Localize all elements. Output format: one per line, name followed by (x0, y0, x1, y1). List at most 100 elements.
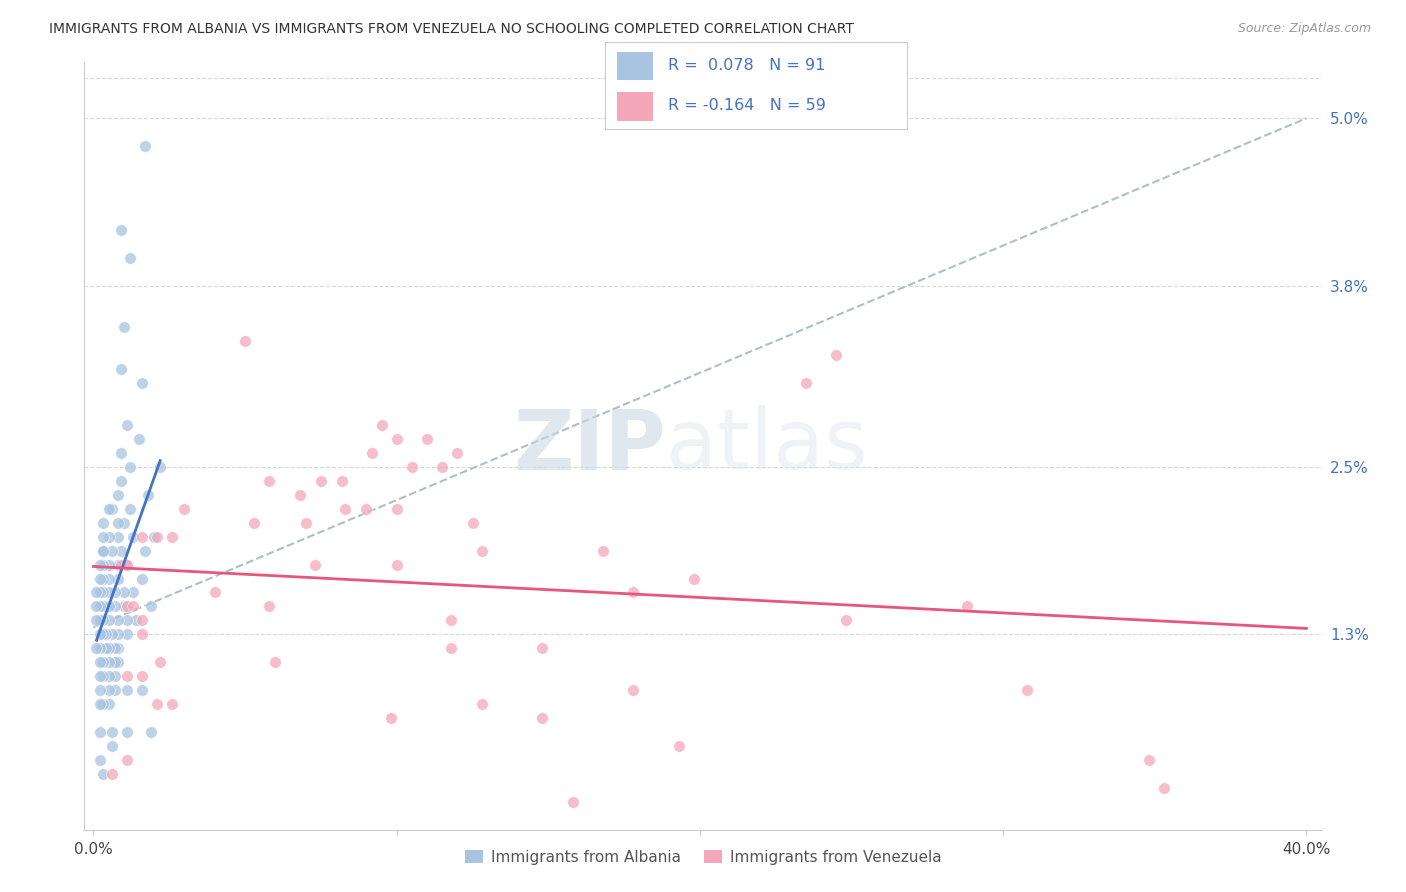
Point (110, 474, 132, 488)
Point (233, 334, 256, 349)
Point (668, 739, 690, 753)
Point (104, 655, 127, 669)
Point (173, 501, 195, 516)
Point (561, 795, 583, 809)
Point (100, 627, 122, 641)
Point (104, 683, 127, 698)
Point (97, 669, 120, 683)
Point (531, 711, 554, 725)
Point (86, 613, 108, 627)
Text: atlas: atlas (666, 406, 868, 486)
Point (122, 599, 145, 614)
Point (89, 558, 111, 572)
Point (89, 697, 111, 711)
Point (621, 585, 644, 599)
Point (115, 558, 138, 572)
Point (118, 501, 141, 516)
Point (112, 585, 135, 599)
Point (461, 516, 484, 530)
Point (86, 599, 108, 614)
Point (110, 543, 132, 558)
Point (115, 683, 138, 698)
Point (97, 655, 120, 669)
Point (131, 376, 153, 391)
Point (259, 474, 281, 488)
Point (125, 613, 148, 627)
Point (131, 627, 153, 641)
Point (956, 599, 979, 614)
Point (143, 530, 166, 544)
Point (834, 613, 856, 627)
Point (131, 613, 153, 627)
Point (91, 655, 114, 669)
Point (97, 641, 120, 656)
Point (97, 558, 120, 572)
Point (592, 543, 614, 558)
Point (136, 488, 159, 502)
Point (683, 572, 706, 586)
Point (134, 543, 156, 558)
Point (115, 613, 138, 627)
Point (531, 641, 554, 656)
Point (385, 558, 408, 572)
Point (288, 488, 311, 502)
Point (131, 572, 153, 586)
Point (794, 376, 817, 391)
Point (385, 501, 408, 516)
Point (309, 474, 332, 488)
Point (149, 459, 172, 474)
Point (91, 669, 114, 683)
Point (97, 585, 120, 599)
Point (110, 558, 132, 572)
Point (107, 655, 129, 669)
Point (91, 543, 114, 558)
Point (89, 599, 111, 614)
Point (89, 585, 111, 599)
Point (149, 655, 172, 669)
Point (94, 641, 117, 656)
FancyBboxPatch shape (617, 52, 652, 80)
Point (139, 725, 162, 739)
Point (112, 599, 135, 614)
Point (118, 251, 141, 265)
Point (97, 501, 120, 516)
Point (370, 418, 392, 433)
Point (107, 488, 129, 502)
Text: Source: ZipAtlas.com: Source: ZipAtlas.com (1237, 22, 1371, 36)
Point (91, 613, 114, 627)
Point (94, 627, 117, 641)
Text: R = -0.164   N = 59: R = -0.164 N = 59 (668, 98, 825, 112)
Point (97, 697, 120, 711)
Point (89, 572, 111, 586)
Point (100, 739, 122, 753)
Point (107, 572, 129, 586)
Point (107, 516, 129, 530)
Point (440, 613, 463, 627)
Point (134, 139, 156, 153)
Point (471, 543, 494, 558)
Point (446, 446, 468, 460)
Point (204, 585, 226, 599)
Point (440, 641, 463, 656)
Point (100, 766, 122, 780)
Text: IMMIGRANTS FROM ALBANIA VS IMMIGRANTS FROM VENEZUELA NO SCHOOLING COMPLETED CORR: IMMIGRANTS FROM ALBANIA VS IMMIGRANTS FR… (49, 22, 853, 37)
Point (243, 516, 266, 530)
Point (104, 669, 127, 683)
Point (91, 585, 114, 599)
Point (97, 683, 120, 698)
Point (416, 432, 439, 446)
Point (107, 627, 129, 641)
Point (131, 683, 153, 698)
Point (259, 599, 281, 614)
Point (122, 530, 145, 544)
Point (115, 558, 138, 572)
Point (91, 599, 114, 614)
Point (89, 613, 111, 627)
Point (110, 362, 132, 376)
Point (107, 613, 129, 627)
Point (91, 558, 114, 572)
Point (89, 655, 111, 669)
Point (356, 501, 378, 516)
Point (91, 530, 114, 544)
Point (89, 725, 111, 739)
